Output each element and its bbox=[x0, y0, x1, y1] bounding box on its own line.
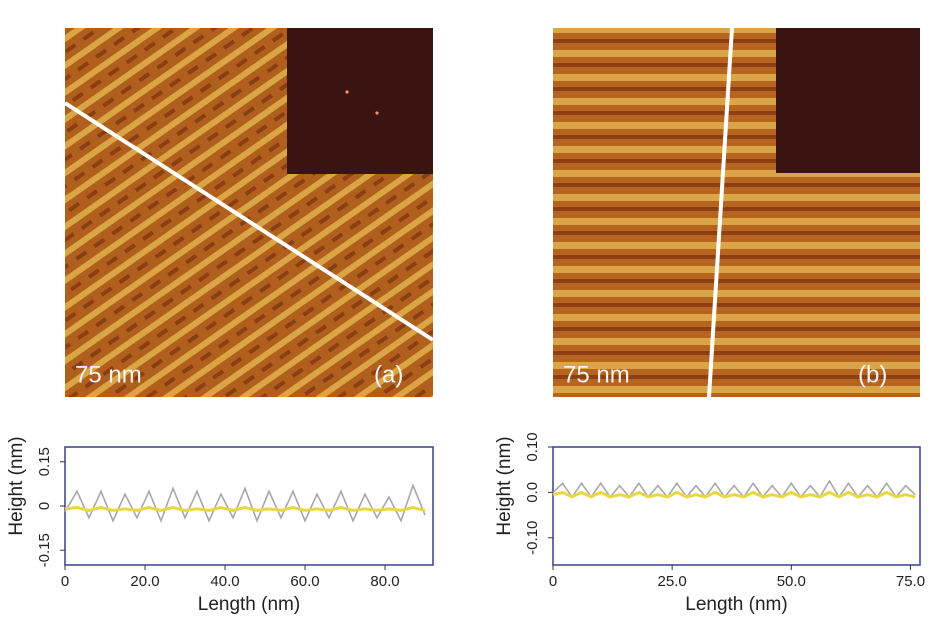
y-tick-label: 0 bbox=[36, 502, 53, 510]
y-tick-label: -0.10 bbox=[524, 521, 541, 555]
x-tick-label: 60.0 bbox=[290, 573, 319, 590]
y-tick-label: 0.0 bbox=[524, 482, 541, 503]
y-axis-title: Height (nm) bbox=[494, 436, 515, 535]
profile-line bbox=[64, 483, 426, 524]
x-tick-label: 0 bbox=[549, 573, 557, 590]
scale-label: 75 nm bbox=[563, 361, 630, 388]
afm-image-b: 75 nm (b) bbox=[553, 27, 920, 398]
panel-label: (b) bbox=[858, 361, 887, 388]
scale-label: 75 nm bbox=[75, 361, 142, 388]
panel-label: (a) bbox=[374, 361, 403, 388]
y-tick-label: 0.10 bbox=[524, 432, 541, 461]
x-tick-label: 40.0 bbox=[210, 573, 239, 590]
profile-line bbox=[64, 505, 426, 512]
x-tick-label: 25.0 bbox=[658, 573, 687, 590]
profile-line bbox=[552, 479, 916, 499]
y-tick-label: -0.15 bbox=[36, 533, 53, 567]
y-tick-label: 0.15 bbox=[36, 447, 53, 476]
y-axis-title: Height (nm) bbox=[6, 436, 27, 535]
afm-image-a: 75 nm (a) bbox=[63, 28, 435, 397]
x-tick-label: 20.0 bbox=[130, 573, 159, 590]
x-tick-label: 75.0 bbox=[896, 573, 925, 590]
x-axis-title: Length (nm) bbox=[685, 594, 787, 615]
plot-frame bbox=[552, 446, 921, 566]
profile-line bbox=[552, 490, 916, 499]
x-axis-title: Length (nm) bbox=[198, 594, 300, 615]
x-tick-label: 0 bbox=[61, 573, 69, 590]
x-tick-label: 80.0 bbox=[370, 573, 399, 590]
x-tick-label: 50.0 bbox=[777, 573, 806, 590]
